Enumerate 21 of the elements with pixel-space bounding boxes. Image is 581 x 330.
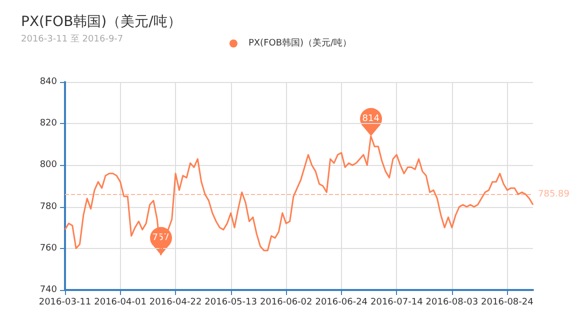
x-tick-label: 2016-04-22 (149, 298, 202, 308)
chart-title: PX(FOB韩国)（美元/吨） (21, 14, 182, 30)
y-tick-label: 840 (40, 77, 58, 87)
ref-line-label: 785.89 (538, 190, 570, 200)
x-tick-label: 2016-04-01 (94, 298, 146, 308)
x-tick-label: 2016-08-03 (426, 298, 478, 308)
y-tick-label: 780 (40, 202, 58, 212)
y-tick-label: 740 (40, 285, 58, 295)
x-tick-label: 2016-06-02 (260, 298, 312, 308)
y-tick-label: 760 (40, 243, 58, 254)
annotation: 814 (361, 113, 380, 126)
y-tick-label: 800 (40, 160, 58, 170)
x-tick-label: 2016-06-24 (315, 298, 368, 308)
x-tick-label: 2016-03-11 (38, 298, 92, 308)
x-tick-label: 2016-08-24 (481, 298, 534, 308)
legend-label: PX(FOB韩国)（美元/吨） (248, 38, 352, 48)
x-tick-label: 2016-07-14 (370, 298, 424, 308)
chart-subtitle: 2016-3-11 至 2016-9-7 (21, 34, 124, 44)
y-tick-label: 820 (40, 118, 58, 129)
x-tick-label: 2016-05-13 (204, 298, 257, 308)
line-series (64, 135, 534, 256)
